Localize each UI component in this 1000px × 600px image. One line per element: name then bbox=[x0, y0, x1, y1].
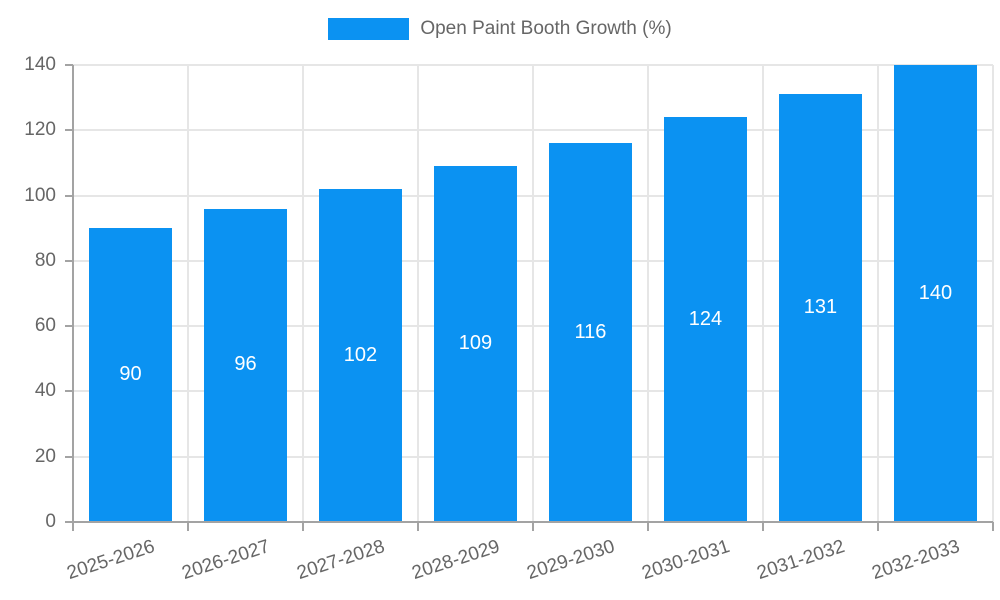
x-axis-tick bbox=[302, 522, 304, 531]
y-axis-tick bbox=[65, 129, 73, 132]
y-axis-tick-label: 60 bbox=[34, 315, 56, 337]
y-axis-tick-label: 100 bbox=[24, 184, 56, 206]
y-axis-tick bbox=[65, 194, 73, 197]
bar-value-label: 102 bbox=[343, 343, 378, 366]
y-axis-tick bbox=[65, 455, 73, 458]
bar-2031-2032[interactable]: 131 bbox=[778, 94, 863, 522]
x-axis-tick-label: 2031-2032 bbox=[754, 536, 847, 585]
x-axis-tick bbox=[532, 522, 534, 531]
x-axis-tick-label: 2026-2027 bbox=[179, 536, 272, 585]
legend-swatch-icon bbox=[328, 18, 410, 40]
gridline-vertical bbox=[647, 65, 649, 522]
gridline-vertical bbox=[417, 65, 419, 522]
y-axis-line bbox=[72, 65, 74, 522]
y-axis-tick bbox=[65, 259, 73, 262]
x-axis-tick bbox=[762, 522, 764, 531]
x-axis-tick-label: 2028-2029 bbox=[409, 536, 502, 585]
y-axis-tick bbox=[65, 64, 73, 66]
y-axis-tick bbox=[65, 521, 73, 523]
bar-2028-2029[interactable]: 109 bbox=[433, 166, 518, 522]
x-axis-tick bbox=[992, 522, 994, 531]
x-axis-tick bbox=[187, 522, 189, 531]
x-axis-tick-label: 2029-2030 bbox=[524, 536, 617, 585]
x-axis-tick-label: 2032-2033 bbox=[869, 536, 962, 585]
y-axis-tick-label: 40 bbox=[34, 380, 56, 402]
x-axis-line bbox=[73, 521, 993, 523]
x-axis-tick bbox=[877, 522, 879, 531]
bar-value-label: 131 bbox=[803, 296, 838, 319]
gridline-vertical bbox=[302, 65, 304, 522]
bar-2030-2031[interactable]: 124 bbox=[663, 117, 748, 522]
bar-2032-2033[interactable]: 140 bbox=[893, 65, 978, 522]
x-axis-tick bbox=[417, 522, 419, 531]
x-axis-tick-label: 2025-2026 bbox=[64, 536, 157, 585]
y-axis-tick bbox=[65, 325, 73, 328]
bar-value-label: 140 bbox=[918, 281, 953, 304]
gridline-vertical bbox=[877, 65, 879, 522]
gridline-vertical bbox=[992, 65, 994, 522]
gridline-vertical bbox=[762, 65, 764, 522]
y-axis-tick-label: 0 bbox=[45, 511, 56, 532]
x-axis-tick bbox=[72, 522, 74, 531]
bar-value-label: 90 bbox=[119, 363, 142, 386]
x-axis-tick-label: 2030-2031 bbox=[639, 536, 732, 585]
bar-value-label: 96 bbox=[234, 353, 257, 376]
bar-value-label: 109 bbox=[458, 332, 493, 355]
bar-2025-2026[interactable]: 90 bbox=[88, 228, 173, 522]
x-axis-tick-label: 2027-2028 bbox=[294, 536, 387, 585]
legend-label: Open Paint Booth Growth (%) bbox=[420, 18, 672, 39]
y-axis-tick-label: 120 bbox=[24, 119, 56, 141]
y-axis-tick-label: 80 bbox=[34, 249, 56, 271]
bar-2029-2030[interactable]: 116 bbox=[548, 143, 633, 522]
bar-value-label: 124 bbox=[688, 307, 723, 330]
y-axis-tick-label: 140 bbox=[24, 54, 56, 75]
bar-2026-2027[interactable]: 96 bbox=[203, 208, 288, 522]
plot-area: 0 20 40 60 80 100 120 140 90 96 102 109 116 124 131 140… bbox=[24, 54, 994, 584]
y-axis-tick bbox=[65, 390, 73, 393]
x-axis-tick bbox=[647, 522, 649, 531]
bar-2027-2028[interactable]: 102 bbox=[318, 189, 403, 522]
legend[interactable]: Open Paint Booth Growth (%) bbox=[0, 18, 1000, 40]
bar-value-label: 116 bbox=[574, 320, 607, 343]
gridline-vertical bbox=[532, 65, 534, 522]
gridline-vertical bbox=[187, 65, 189, 522]
y-axis-tick-label: 20 bbox=[34, 445, 56, 467]
